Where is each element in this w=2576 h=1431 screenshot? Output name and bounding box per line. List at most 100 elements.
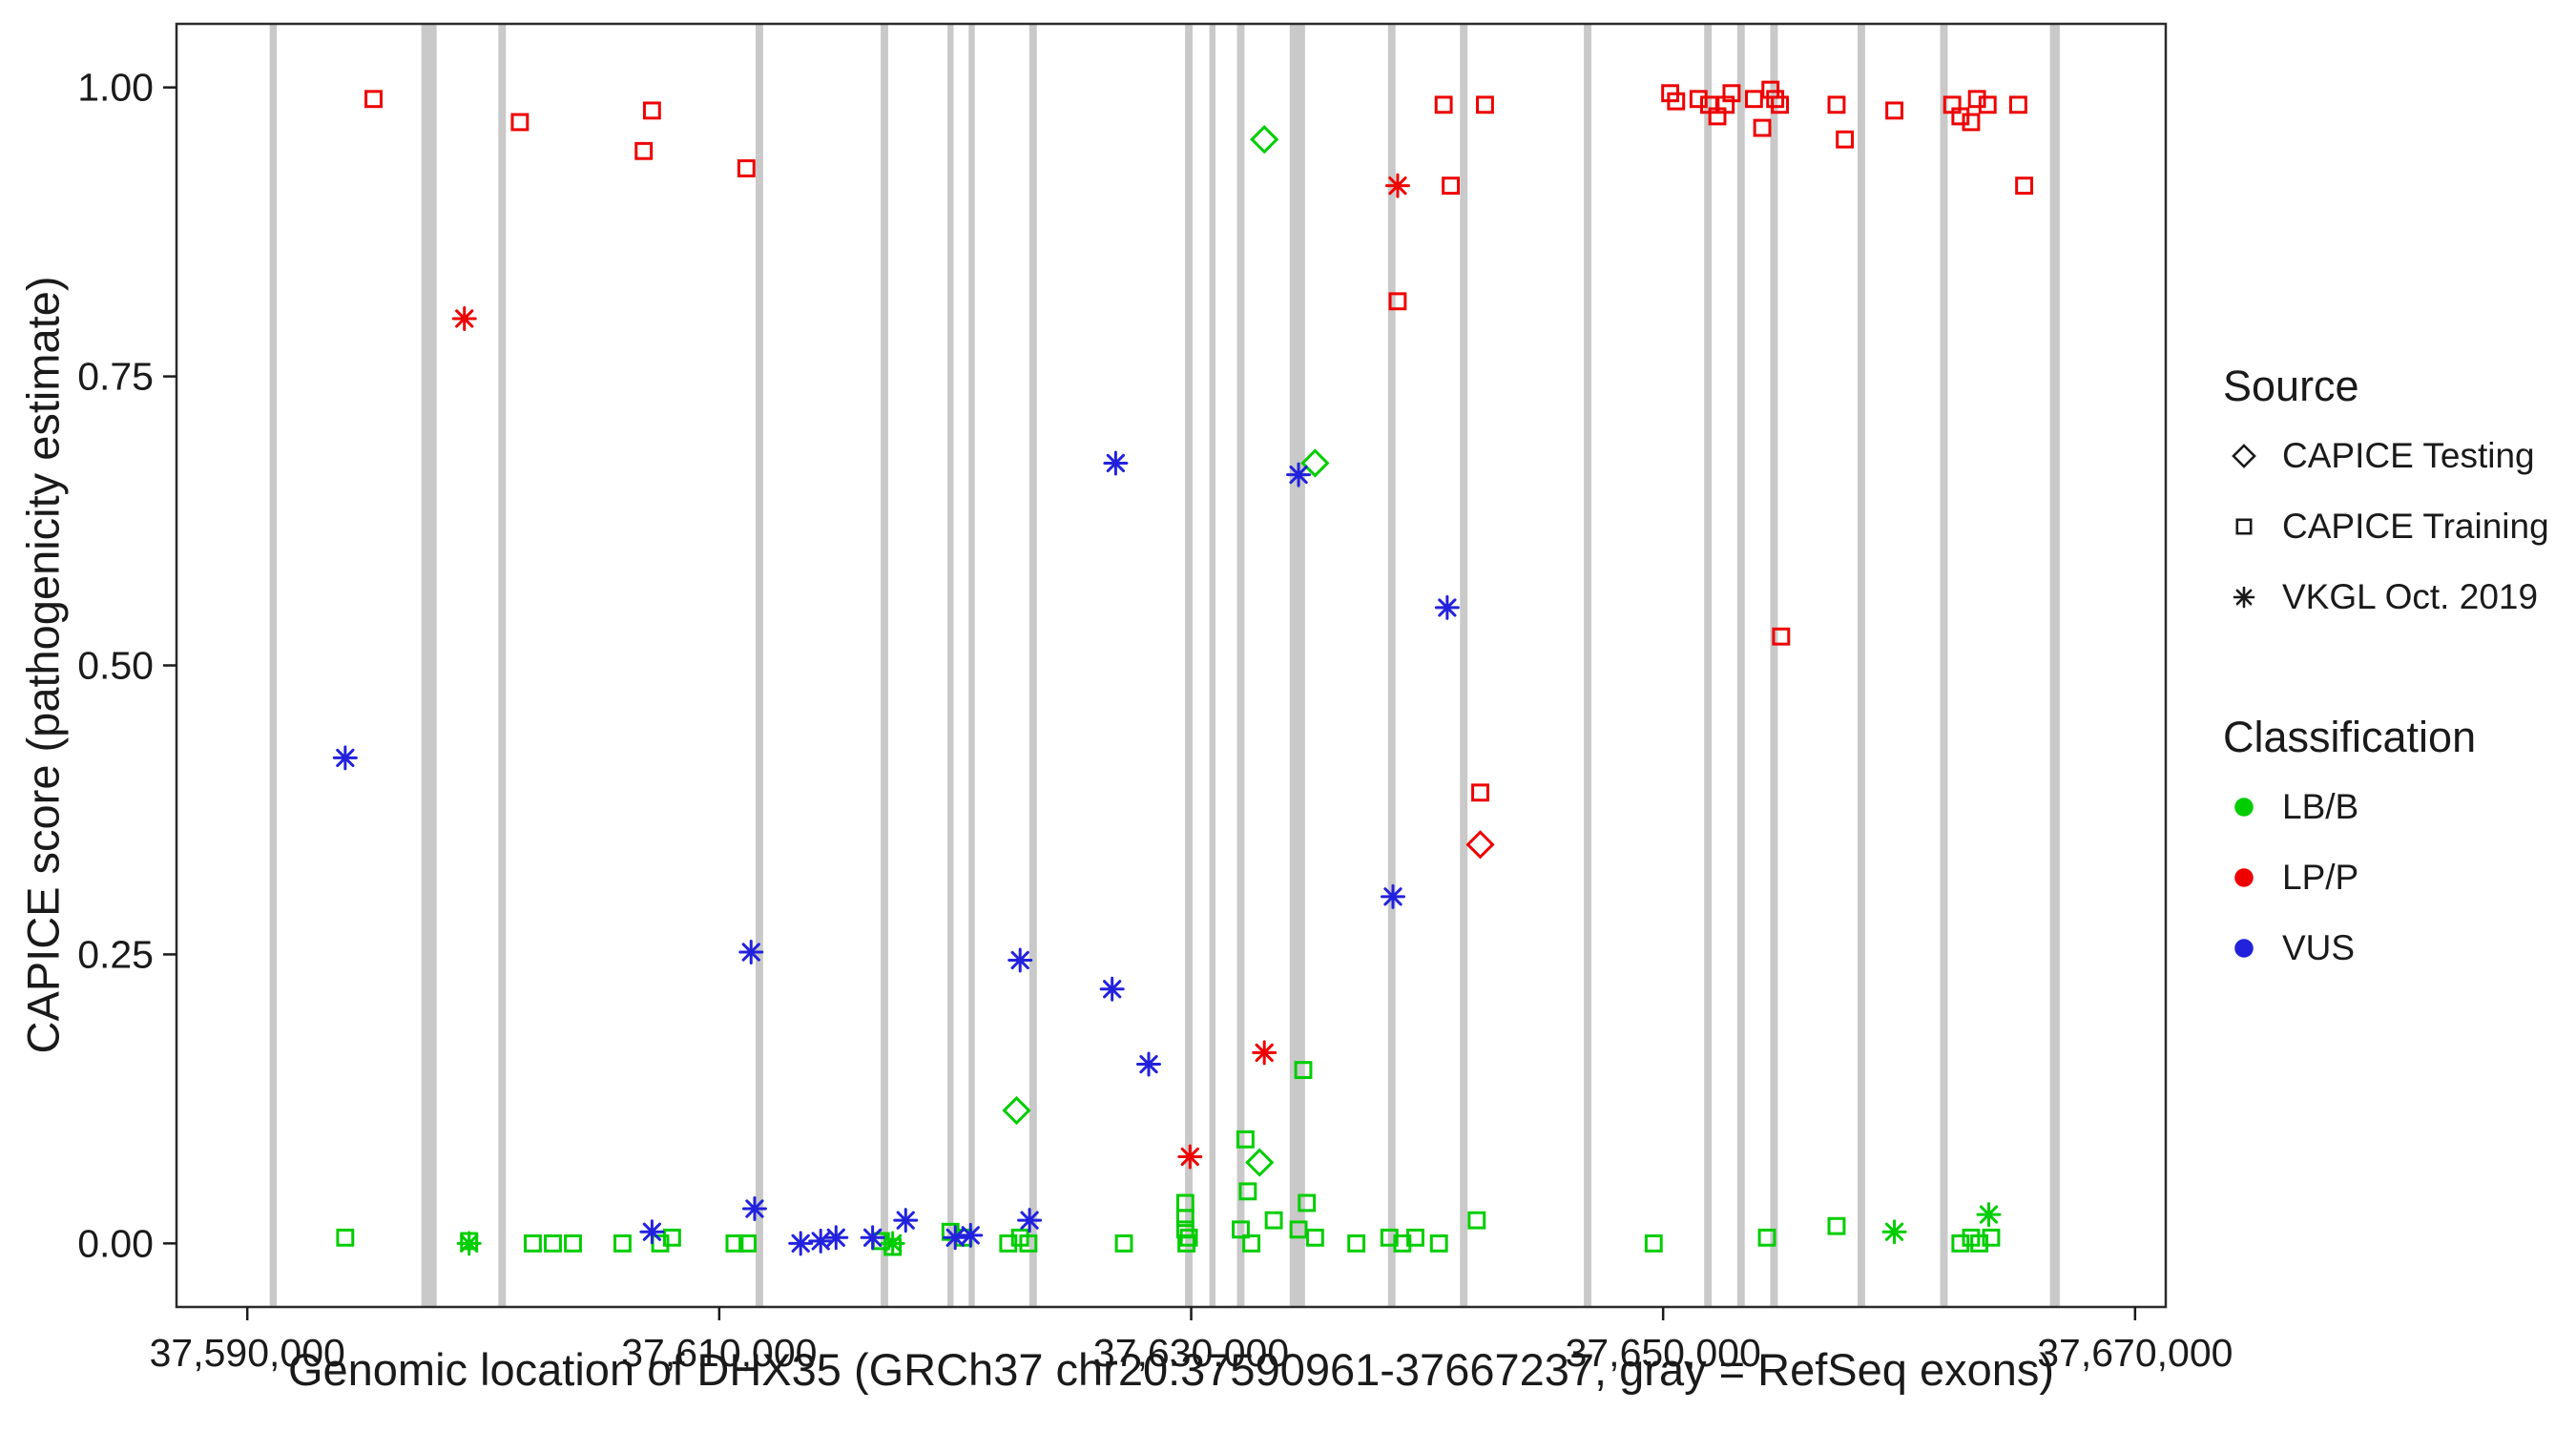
exon-bar (1289, 24, 1305, 1307)
point-lp-p-capice-training (1471, 783, 1489, 802)
red-dot-icon (2234, 868, 2254, 887)
point-lp-p-capice-training (1434, 95, 1453, 114)
point-lp-p-capice-training (1827, 95, 1846, 114)
legend-label: CAPICE Training (2282, 507, 2549, 546)
point-lp-p-vkgl-oct-2019 (1384, 173, 1410, 198)
point-lb-b-vkgl-oct-2019 (456, 1231, 482, 1256)
exon-bar (498, 24, 507, 1307)
point-vus-vkgl-oct-2019 (823, 1225, 849, 1251)
point-vus-vkgl-oct-2019 (808, 1228, 834, 1254)
point-lb-b-capice-training (1298, 1193, 1317, 1213)
point-vus-vkgl-oct-2019 (958, 1222, 984, 1248)
y-tick-label: 0.00 (77, 1221, 154, 1265)
point-lb-b-capice-training (524, 1234, 542, 1253)
exon-bar (947, 24, 954, 1307)
point-lb-b-capice-testing (1250, 125, 1279, 155)
point-vus-vkgl-oct-2019 (1103, 450, 1129, 476)
red-dot-icon (2234, 868, 2254, 887)
point-lp-p-vkgl-oct-2019 (1177, 1144, 1203, 1170)
point-lp-p-capice-training (1716, 95, 1735, 114)
y-tick-label: 0.75 (77, 355, 154, 399)
point-lb-b-capice-training (613, 1234, 632, 1253)
point-vus-vkgl-oct-2019 (1434, 594, 1460, 620)
exon-bar (1770, 24, 1778, 1307)
point-lb-b-capice-training (1393, 1234, 1412, 1253)
point-lb-b-capice-training (1467, 1211, 1486, 1230)
point-lp-p-capice-training (1753, 118, 1772, 137)
legend-classification-title: Classification (2223, 713, 2477, 761)
point-vus-vkgl-oct-2019 (741, 1196, 767, 1222)
point-lb-b-capice-training (1406, 1228, 1424, 1247)
point-vus-vkgl-oct-2019 (738, 940, 764, 965)
point-lb-b-vkgl-oct-2019 (1976, 1202, 2002, 1228)
point-lb-b-capice-training (544, 1234, 562, 1253)
point-lb-b-capice-training (1347, 1234, 1366, 1253)
exon-bar (1704, 24, 1713, 1307)
point-lb-b-capice-training (1236, 1130, 1255, 1149)
point-lb-b-capice-training (1970, 1234, 1989, 1253)
exon-bar (1584, 24, 1591, 1307)
asterisk-icon (2233, 586, 2255, 609)
point-lb-b-capice-training (999, 1234, 1018, 1253)
point-lb-b-capice-training (1232, 1220, 1250, 1239)
point-vus-vkgl-oct-2019 (1286, 462, 1312, 487)
point-lb-b-capice-testing (1300, 448, 1330, 478)
point-lb-b-capice-training (1264, 1211, 1283, 1230)
point-lb-b-capice-training (1305, 1228, 1324, 1247)
asterisk-icon (2233, 586, 2255, 609)
point-lp-p-capice-training (510, 113, 530, 132)
point-lp-p-capice-training (1951, 107, 1970, 126)
point-vus-vkgl-oct-2019 (1017, 1208, 1043, 1234)
exon-bar (755, 24, 763, 1307)
point-lb-b-capice-training (1177, 1234, 1195, 1253)
point-lp-p-capice-training (364, 90, 383, 109)
point-lp-p-capice-training (737, 159, 756, 177)
point-lb-b-capice-training (941, 1222, 960, 1241)
exon-bar (1185, 24, 1194, 1307)
x-tick-label: 37,590,000 (150, 1331, 345, 1375)
legend-item-capice-training: CAPICE Training (2223, 491, 2566, 562)
point-vus-vkgl-oct-2019 (893, 1208, 919, 1234)
point-lb-b-capice-training (1242, 1234, 1261, 1253)
point-lb-b-capice-training (1179, 1228, 1198, 1247)
point-lb-b-capice-training (564, 1234, 582, 1253)
open-diamond-icon (2232, 444, 2256, 468)
point-lp-p-capice-training (1962, 113, 1981, 132)
panel-border (175, 22, 2168, 1309)
x-tick-label: 37,630,000 (1093, 1331, 1289, 1375)
x-tick-label: 37,670,000 (2037, 1331, 2233, 1375)
point-lb-b-capice-testing (1245, 1148, 1275, 1177)
open-diamond-icon (2232, 444, 2256, 468)
x-tick-label: 37,650,000 (1566, 1331, 1761, 1375)
point-vus-vkgl-oct-2019 (332, 745, 358, 771)
exon-bar (1940, 24, 1948, 1307)
y-tick-label: 0.25 (77, 932, 154, 976)
point-lp-p-vkgl-oct-2019 (451, 305, 477, 331)
legend-label: VKGL Oct. 2019 (2282, 577, 2539, 616)
point-lp-p-capice-training (1772, 627, 1791, 646)
legend-label: CAPICE Testing (2282, 436, 2535, 475)
point-lb-b-capice-training (1757, 1228, 1776, 1247)
point-lp-p-capice-training (1836, 130, 1855, 149)
point-lb-b-capice-training (1019, 1234, 1038, 1253)
exon-bar (1857, 24, 1865, 1307)
point-lp-p-capice-training (1442, 176, 1461, 196)
exon-bar (1736, 24, 1745, 1307)
point-vus-vkgl-oct-2019 (1099, 976, 1125, 1002)
point-lb-b-capice-training (1380, 1228, 1399, 1247)
point-lp-p-capice-training (1967, 90, 1986, 109)
point-vus-vkgl-oct-2019 (788, 1231, 814, 1256)
y-axis-title: CAPICE score (pathogenicity estimate) (17, 276, 69, 1054)
point-vus-vkgl-oct-2019 (1136, 1051, 1162, 1077)
exon-bar (1028, 24, 1037, 1307)
point-vus-vkgl-oct-2019 (1008, 947, 1033, 973)
x-axis-title: Genomic location of DHX35 (GRCh37 chr20:… (287, 1344, 2055, 1395)
point-lp-p-capice-training (1476, 95, 1494, 114)
legend-label: VUS (2282, 928, 2356, 967)
blue-dot-icon (2234, 939, 2254, 958)
point-lp-p-capice-training (1885, 101, 1903, 120)
legend-item-capice-testing: CAPICE Testing (2223, 421, 2566, 491)
point-lb-b-capice-training (1644, 1234, 1663, 1253)
